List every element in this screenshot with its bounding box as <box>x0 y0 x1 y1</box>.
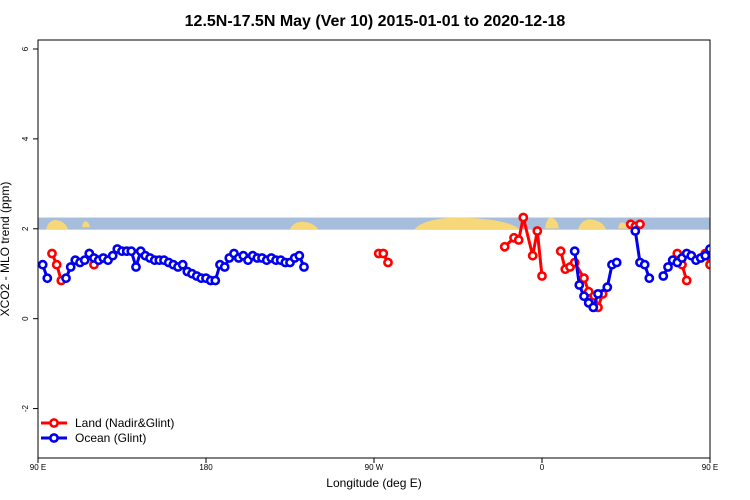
data-point <box>42 273 53 284</box>
data-point <box>639 259 650 270</box>
data-point <box>635 219 645 230</box>
x-tick-label: 90 E <box>30 463 46 472</box>
data-point <box>579 291 589 302</box>
data-point <box>65 262 76 272</box>
legend-label: Ocean (Glint) <box>75 431 146 445</box>
land-shape <box>290 221 318 230</box>
legend-item: Land (Nadir&Glint) <box>41 416 174 430</box>
background-map-band <box>38 217 710 230</box>
data-point <box>579 273 589 284</box>
series-layer <box>38 212 732 313</box>
data-point <box>299 262 309 272</box>
data-point <box>537 271 547 281</box>
x-axis-label: Longitude (deg E) <box>326 476 421 490</box>
data-point <box>177 259 188 270</box>
data-point <box>574 280 585 290</box>
x-tick-label: 90 W <box>365 463 384 472</box>
ocean-band <box>38 217 710 230</box>
y-axis: -2 0 2 4 6 <box>21 46 38 412</box>
data-point <box>555 246 566 257</box>
land-shape <box>414 217 520 230</box>
y-tick-label: 4 <box>21 136 30 141</box>
x-tick-label: 180 <box>199 463 213 472</box>
data-point <box>720 248 727 255</box>
data-point <box>681 275 692 286</box>
y-tick-label: 6 <box>21 46 30 51</box>
x-tick-label: 0 <box>540 463 545 472</box>
data-point <box>107 250 118 261</box>
x-axis: 90 E 180 90 W 0 90 E <box>30 458 718 472</box>
data-point <box>700 250 710 261</box>
data-point <box>513 235 524 245</box>
y-tick-label: -2 <box>21 404 30 412</box>
data-point <box>611 257 622 268</box>
data-point <box>47 248 57 259</box>
data-point <box>131 262 141 272</box>
y-tick-label: 0 <box>21 316 30 321</box>
land-shape <box>46 219 68 230</box>
data-point <box>588 302 599 313</box>
land-shape <box>545 217 559 229</box>
land-shape <box>618 222 628 229</box>
y-axis-label: XCO2 - MLO trend (ppm) <box>0 182 12 317</box>
data-point <box>499 241 510 252</box>
data-point <box>716 248 723 255</box>
chart-title: 12.5N-17.5N May (Ver 10) 2015-01-01 to 2… <box>185 13 566 30</box>
data-point <box>705 244 710 254</box>
land-shape <box>578 219 606 230</box>
data-point <box>51 259 62 270</box>
data-point <box>593 288 603 299</box>
data-point <box>725 263 732 270</box>
data-point <box>383 257 393 268</box>
data-point <box>61 273 71 284</box>
data-point <box>219 262 230 272</box>
data-point <box>126 246 137 257</box>
data-point <box>644 273 655 284</box>
y-tick-label: 2 <box>21 226 30 231</box>
series-ocean <box>38 226 732 313</box>
data-point <box>602 282 613 293</box>
data-point <box>709 249 710 253</box>
legend-swatch-marker <box>49 433 59 443</box>
data-point <box>527 250 538 261</box>
data-point <box>532 226 543 236</box>
data-point <box>294 250 305 261</box>
legend: Land (Nadir&Glint)Ocean (Glint) <box>41 416 174 445</box>
series-line <box>633 230 651 279</box>
data-point <box>378 248 389 259</box>
data-point <box>518 212 529 223</box>
data-point <box>79 255 90 266</box>
legend-label: Land (Nadir&Glint) <box>75 416 174 430</box>
data-point <box>210 275 221 286</box>
data-point <box>38 259 48 270</box>
data-point <box>658 271 669 281</box>
data-point <box>663 262 673 272</box>
data-point <box>630 226 641 236</box>
data-point <box>569 246 580 257</box>
legend-swatch-marker <box>49 418 59 428</box>
land-shape <box>82 221 90 228</box>
legend-item: Ocean (Glint) <box>41 431 146 445</box>
x-tick-label: 90 E <box>702 463 718 472</box>
data-point <box>705 259 710 270</box>
